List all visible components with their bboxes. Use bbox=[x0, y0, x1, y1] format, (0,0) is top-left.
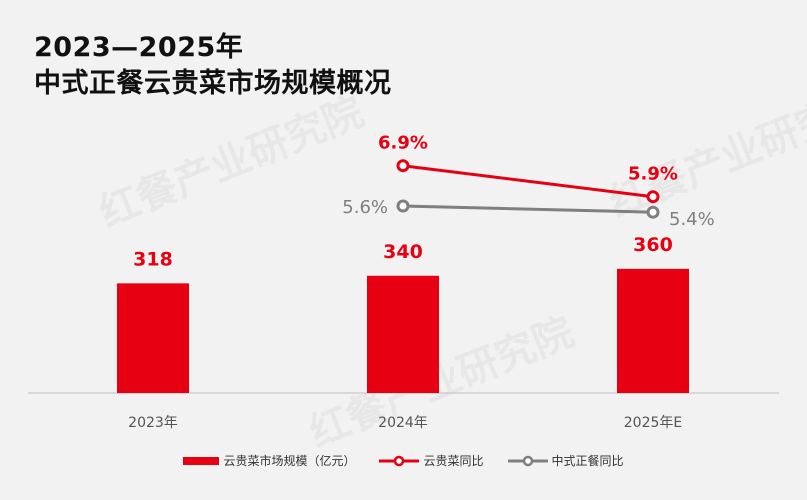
bar-1 bbox=[117, 283, 189, 393]
legend-bar-label: 云贵菜市场规模（亿元） bbox=[223, 454, 356, 468]
title-line-2: 中式正餐云贵菜市场规模概况 bbox=[34, 68, 392, 99]
title-line-1: 2023—2025年 bbox=[34, 32, 244, 63]
line-chinese bbox=[402, 204, 654, 214]
line-yunnan-label-3: 5.9% bbox=[628, 164, 678, 185]
line-chinese-point-2 bbox=[396, 199, 410, 213]
x-tick-label-2: 2024年 bbox=[378, 415, 428, 431]
chart-title: 2023—2025年 中式正餐云贵菜市场规模概况 bbox=[34, 30, 392, 102]
bar-value-label-3: 360 bbox=[633, 234, 673, 256]
line-chinese-label-2: 5.6% bbox=[342, 197, 388, 218]
line-yunnan-point-2 bbox=[396, 159, 410, 173]
legend: 云贵菜市场规模（亿元） 云贵菜同比 中式正餐同比 bbox=[0, 452, 807, 469]
line-yunnan-point-3 bbox=[646, 190, 660, 204]
legend-item-line1: 云贵菜同比 bbox=[379, 452, 484, 469]
line-yunnan bbox=[402, 164, 654, 199]
line-chinese-label-3: 5.4% bbox=[669, 209, 715, 230]
legend-line1-swatch bbox=[379, 455, 420, 466]
line-chinese-point-3 bbox=[646, 205, 660, 219]
x-tick-label-1: 2023年 bbox=[128, 415, 178, 431]
bar-2 bbox=[367, 275, 439, 393]
bar-3 bbox=[617, 268, 689, 393]
line-yunnan-label-2: 6.9% bbox=[378, 133, 428, 154]
x-tick-label-3: 2025年E bbox=[624, 415, 682, 431]
legend-item-bar: 云贵菜市场规模（亿元） bbox=[183, 452, 355, 469]
legend-bar-swatch bbox=[183, 456, 220, 465]
legend-line2-swatch bbox=[507, 455, 548, 466]
legend-item-line2: 中式正餐同比 bbox=[507, 452, 624, 469]
legend-line2-label: 中式正餐同比 bbox=[551, 454, 624, 468]
bar-value-label-2: 340 bbox=[383, 241, 423, 263]
legend-line1-label: 云贵菜同比 bbox=[423, 454, 484, 468]
bar-value-label-1: 318 bbox=[133, 248, 173, 270]
